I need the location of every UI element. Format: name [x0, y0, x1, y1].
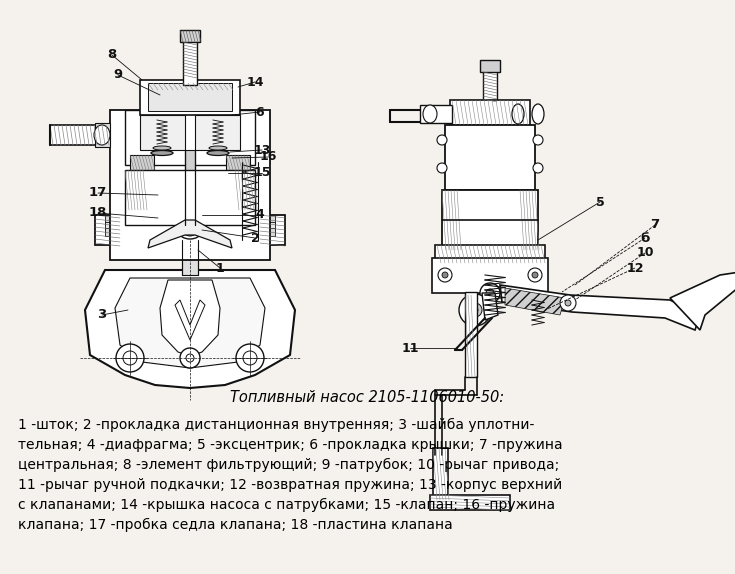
Bar	[140, 115, 185, 150]
Text: 1 -шток; 2 -прокладка дистанционная внутренняя; 3 -шайба уплотни-: 1 -шток; 2 -прокладка дистанционная внут…	[18, 418, 534, 432]
Text: 17: 17	[89, 187, 107, 200]
Ellipse shape	[151, 150, 173, 156]
Text: клапана; 17 -пробка седла клапана; 18 -пластина клапана: клапана; 17 -пробка седла клапана; 18 -п…	[18, 518, 453, 532]
Circle shape	[187, 229, 193, 235]
Polygon shape	[148, 220, 232, 248]
Bar	[483, 70, 497, 105]
Bar	[430, 495, 510, 510]
Bar	[105, 215, 275, 225]
Text: 9: 9	[113, 68, 123, 82]
Bar	[140, 80, 240, 115]
Bar	[442, 190, 538, 250]
Polygon shape	[670, 272, 735, 330]
Ellipse shape	[184, 228, 196, 236]
Text: 3: 3	[97, 308, 107, 321]
Bar	[420, 105, 452, 123]
Polygon shape	[175, 300, 205, 340]
Circle shape	[180, 348, 200, 368]
Circle shape	[116, 344, 144, 372]
Bar	[450, 100, 530, 125]
Ellipse shape	[209, 146, 227, 150]
Text: 16: 16	[259, 150, 276, 164]
Bar	[105, 228, 275, 236]
Circle shape	[565, 300, 571, 306]
Circle shape	[480, 283, 500, 303]
Circle shape	[438, 268, 452, 282]
Circle shape	[532, 272, 538, 278]
Bar	[433, 448, 448, 503]
Bar	[130, 155, 154, 170]
Text: тельная; 4 -диафрагма; 5 -эксцентрик; 6 -прокладка крышки; 7 -пружина: тельная; 4 -диафрагма; 5 -эксцентрик; 6 …	[18, 438, 562, 452]
Text: 1: 1	[215, 262, 224, 274]
Bar	[110, 110, 270, 260]
Circle shape	[468, 303, 482, 317]
Ellipse shape	[179, 225, 201, 239]
Bar	[465, 292, 477, 377]
Ellipse shape	[153, 146, 171, 150]
Polygon shape	[505, 288, 565, 315]
Polygon shape	[482, 293, 498, 320]
Text: 6: 6	[256, 106, 265, 118]
Polygon shape	[500, 285, 700, 330]
Text: 7: 7	[650, 219, 659, 231]
Ellipse shape	[207, 150, 229, 156]
Ellipse shape	[423, 105, 437, 123]
Text: 13: 13	[254, 144, 270, 157]
Bar	[105, 222, 275, 230]
Bar	[95, 123, 110, 147]
Bar	[435, 245, 545, 263]
Text: 5: 5	[595, 196, 604, 208]
Bar	[50, 125, 110, 145]
Ellipse shape	[94, 125, 110, 145]
Text: 15: 15	[254, 166, 270, 180]
Polygon shape	[85, 270, 295, 388]
Bar	[445, 125, 535, 190]
Bar	[95, 215, 285, 245]
Bar	[185, 150, 195, 225]
Ellipse shape	[512, 104, 524, 124]
Bar	[180, 30, 200, 42]
Bar	[148, 83, 232, 111]
Circle shape	[437, 135, 447, 145]
Text: 11: 11	[401, 342, 419, 355]
Circle shape	[437, 163, 447, 173]
Circle shape	[186, 354, 194, 362]
Text: 4: 4	[256, 208, 265, 222]
Text: 11 -рычаг ручной подкачки; 12 -возвратная пружина; 13 -корпус верхний: 11 -рычаг ручной подкачки; 12 -возвратна…	[18, 478, 562, 492]
Circle shape	[459, 294, 491, 326]
Circle shape	[236, 344, 264, 372]
Circle shape	[528, 268, 542, 282]
Text: Топливный насос 2105-1106010-50:: Топливный насос 2105-1106010-50:	[230, 390, 504, 405]
Bar	[182, 240, 198, 275]
Bar	[195, 115, 240, 150]
Bar	[183, 40, 197, 85]
Polygon shape	[115, 278, 265, 368]
Bar	[226, 155, 250, 170]
Circle shape	[243, 351, 257, 365]
Circle shape	[486, 289, 494, 297]
Bar	[432, 258, 548, 293]
Text: 10: 10	[637, 246, 653, 259]
Circle shape	[123, 351, 137, 365]
Circle shape	[472, 307, 478, 313]
Text: 8: 8	[107, 48, 117, 61]
Text: центральная; 8 -элемент фильтрующий; 9 -патрубок; 10 -рычаг привода;: центральная; 8 -элемент фильтрующий; 9 -…	[18, 458, 559, 472]
Circle shape	[560, 295, 576, 311]
Bar	[125, 110, 255, 165]
Text: 12: 12	[626, 262, 644, 274]
Text: 18: 18	[89, 207, 107, 219]
Circle shape	[533, 163, 543, 173]
Bar	[480, 60, 500, 72]
Ellipse shape	[532, 104, 544, 124]
Text: с клапанами; 14 -крышка насоса с патрубками; 15 -клапан; 16 -пружина: с клапанами; 14 -крышка насоса с патрубк…	[18, 498, 555, 512]
Circle shape	[533, 135, 543, 145]
Bar	[125, 170, 255, 225]
Circle shape	[442, 272, 448, 278]
Text: 2: 2	[251, 231, 259, 245]
Polygon shape	[160, 280, 220, 356]
Text: 14: 14	[246, 76, 264, 88]
Text: б: б	[640, 231, 650, 245]
